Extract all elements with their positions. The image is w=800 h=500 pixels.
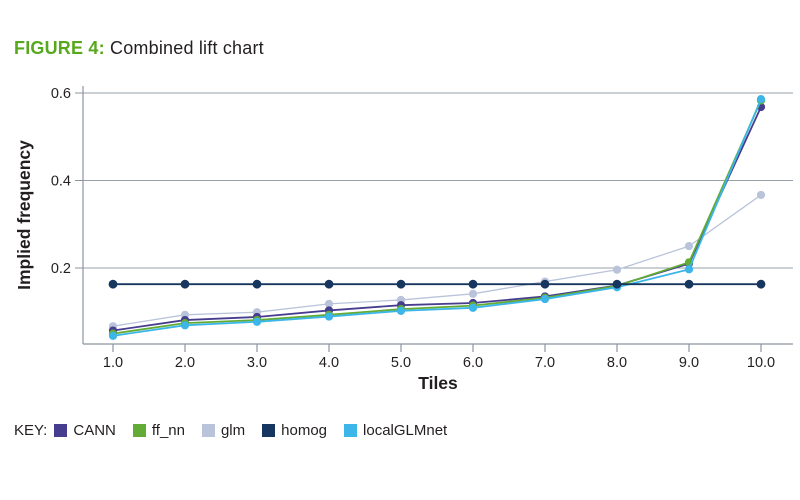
data-point-glm-tile-6 [468,289,478,298]
y-tick-label: 0.6 [51,86,71,102]
data-point-localGLMnet-tile-4 [324,312,334,321]
x-tick-label: 7.0 [535,355,555,371]
series-line-glm [112,194,762,327]
x-tick-label: 2.0 [175,355,195,371]
legend-label-ff_nn: ff_nn [151,422,185,439]
data-point-homog-tile-2 [180,279,190,289]
legend-item-ff_nn: ff_nn [132,422,185,439]
data-point-homog-tile-6 [468,279,478,289]
data-point-homog-tile-9 [684,279,694,289]
figure-title-text: Combined lift chart [104,38,264,58]
y-tick-label: 0.4 [51,174,71,190]
legend-item-localGLMnet: localGLMnet [344,422,447,439]
data-point-glm-tile-10 [756,190,766,200]
data-point-homog-tile-4 [324,279,334,289]
data-point-homog-tile-3 [252,279,262,289]
x-tick-label: 10.0 [747,355,775,371]
legend-swatch-localGLMnet [344,424,358,437]
data-point-localGLMnet-tile-9 [684,265,694,274]
legend-item-CANN: CANN [54,422,116,439]
data-point-localGLMnet-tile-6 [468,303,478,312]
legend-label-CANN: CANN [73,422,116,439]
data-point-localGLMnet-tile-1 [108,331,118,340]
x-tick-label: 9.0 [679,355,699,371]
data-point-homog-tile-1 [108,279,118,289]
x-tick-label: 1.0 [103,355,123,371]
data-point-localGLMnet-tile-2 [180,321,190,330]
data-point-localGLMnet-tile-3 [252,317,262,326]
data-point-homog-tile-8 [612,279,622,289]
x-axis-title: Tiles [418,373,458,393]
legend-swatch-CANN [54,424,68,437]
legend-item-homog: homog [262,422,327,439]
chart-legend: KEY: CANN ff_nn glm homog localGLMnet [14,422,464,439]
y-tick-label: 0.2 [51,261,71,277]
figure-title: FIGURE 4: Combined lift chart [14,38,264,59]
data-point-glm-tile-8 [612,265,622,274]
x-tick-label: 6.0 [463,355,483,371]
figure-label: FIGURE 4: [14,38,105,58]
x-tick-label: 4.0 [319,355,339,371]
series-line-ff_nn [112,100,762,335]
data-point-localGLMnet-tile-10 [756,95,766,104]
data-point-glm-tile-9 [684,242,694,251]
legend-swatch-homog [262,424,276,437]
series-line-localGLMnet [112,98,762,337]
x-tick-label: 3.0 [247,355,267,371]
legend-swatch-ff_nn [132,424,146,437]
y-axis-title: Implied frequency [14,140,34,290]
data-point-localGLMnet-tile-7 [540,294,550,304]
x-tick-label: 5.0 [391,355,411,371]
data-point-homog-tile-5 [396,279,406,289]
data-point-homog-tile-10 [756,279,766,289]
data-point-glm-tile-4 [324,299,334,308]
data-point-homog-tile-7 [540,279,550,289]
legend-label-glm: glm [220,422,246,439]
x-tick-label: 8.0 [607,355,627,371]
legend-label-localGLMnet: localGLMnet [363,422,448,439]
legend-label-homog: homog [281,422,328,439]
legend-item-glm: glm [201,422,246,439]
legend-swatch-glm [201,424,215,437]
data-point-localGLMnet-tile-5 [396,306,406,315]
legend-key-label: KEY: [14,422,48,439]
